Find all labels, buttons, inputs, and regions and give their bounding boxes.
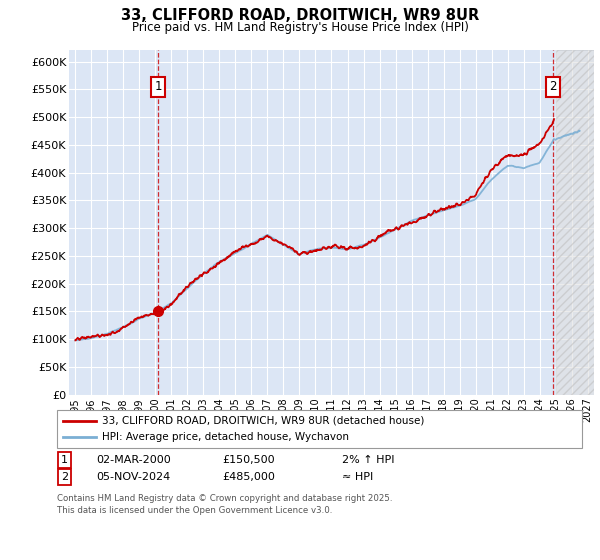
Text: 05-NOV-2024: 05-NOV-2024	[96, 472, 170, 482]
Text: 1: 1	[61, 455, 68, 465]
Text: ≈ HPI: ≈ HPI	[342, 472, 373, 482]
Text: Price paid vs. HM Land Registry's House Price Index (HPI): Price paid vs. HM Land Registry's House …	[131, 21, 469, 34]
Text: Contains HM Land Registry data © Crown copyright and database right 2025.
This d: Contains HM Land Registry data © Crown c…	[57, 494, 392, 515]
Text: HPI: Average price, detached house, Wychavon: HPI: Average price, detached house, Wych…	[102, 432, 349, 442]
Text: £485,000: £485,000	[222, 472, 275, 482]
Text: 2% ↑ HPI: 2% ↑ HPI	[342, 455, 395, 465]
Text: 33, CLIFFORD ROAD, DROITWICH, WR9 8UR (detached house): 33, CLIFFORD ROAD, DROITWICH, WR9 8UR (d…	[102, 416, 424, 426]
Text: 02-MAR-2000: 02-MAR-2000	[96, 455, 171, 465]
Text: 1: 1	[154, 80, 162, 93]
Text: £150,500: £150,500	[222, 455, 275, 465]
Text: 2: 2	[550, 80, 557, 93]
Text: 33, CLIFFORD ROAD, DROITWICH, WR9 8UR: 33, CLIFFORD ROAD, DROITWICH, WR9 8UR	[121, 8, 479, 24]
Text: 2: 2	[61, 472, 68, 482]
Bar	[556, 50, 594, 395]
